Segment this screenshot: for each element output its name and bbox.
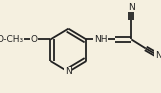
Text: O: O <box>31 35 38 44</box>
Text: N: N <box>155 51 161 60</box>
Text: N: N <box>128 3 135 12</box>
Text: O-CH₃: O-CH₃ <box>0 35 24 44</box>
Text: NH: NH <box>94 35 108 44</box>
Text: N: N <box>65 67 72 76</box>
